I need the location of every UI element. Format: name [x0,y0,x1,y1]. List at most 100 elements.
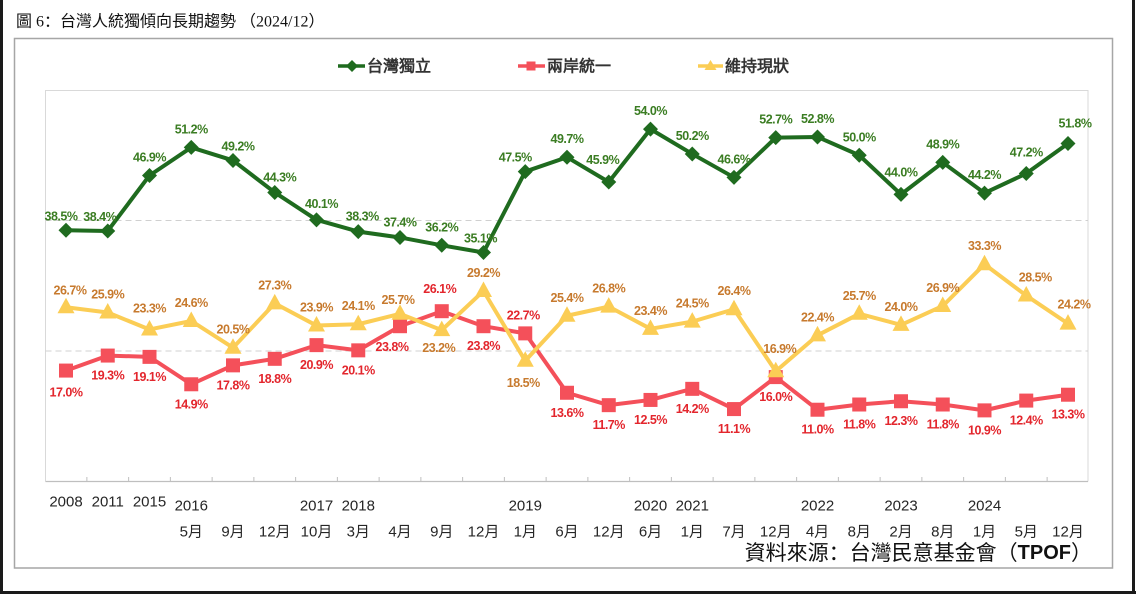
legend-label: 維持現狀 [725,57,790,76]
diamond-marker [1060,136,1076,152]
x-axis-labels: 2008 2011 2015 2016 5月 9月 12月 2017 10月 2018 3月 4月 9月… [49,494,1084,541]
triangle-marker [683,312,701,328]
x-tick-label-year: 2016 [175,498,208,515]
data-label: 16.0% [759,390,792,404]
data-label: 17.8% [217,378,250,392]
square-marker [560,385,574,400]
x-tick-label-year: 2017 [300,498,333,515]
diamond-marker [559,149,575,165]
data-label: 33.3% [968,239,1001,253]
data-label: 51.2% [175,122,208,136]
diamond-marker [893,186,909,202]
data-label: 52.8% [801,112,834,126]
triangle-marker [516,351,534,367]
data-label: 23.2% [422,341,455,355]
triangle-marker [642,319,659,335]
diamond-marker [392,229,408,245]
x-tick-label-year: 2008 [49,494,82,511]
series-2 [57,254,1077,378]
data-label: 23.4% [634,304,667,318]
square-marker [309,338,324,353]
data-label: 47.2% [1010,146,1043,160]
data-label: 19.1% [133,370,166,384]
x-tick-label-year: 2020 [634,498,667,515]
diamond-marker [142,167,157,183]
data-label: 37.4% [384,215,417,229]
data-label: 25.7% [843,289,876,303]
data-label: 38.4% [83,210,116,224]
square-marker [184,377,199,392]
diamond-marker [726,169,742,185]
data-label: 20.5% [217,323,250,337]
data-label: 49.2% [222,139,255,153]
plot-area-border [45,90,1089,482]
x-tick-label-month: 12月 [468,524,500,541]
data-label: 47.5% [499,151,532,165]
square-marker [977,403,992,418]
gridlines [45,220,1088,352]
data-label: 26.9% [926,281,959,295]
square-marker [434,304,449,319]
series-1 [59,304,1075,418]
x-tick-label-month: 12月 [259,524,291,541]
square-marker [142,349,157,364]
triangle-marker [266,293,284,310]
diamond-marker [517,164,533,180]
triangle-marker [57,297,75,314]
x-tick-label-month: 4月 [388,524,411,541]
square-marker [601,398,616,413]
diamond-marker [643,121,658,137]
data-label: 26.1% [423,282,456,296]
legend-item-taiwan-independence[interactable]: 台灣獨立 [338,57,431,76]
diamond-marker [977,185,992,201]
data-label: 20.9% [300,358,333,372]
data-label: 14.2% [676,402,709,416]
triangle-marker [224,338,242,354]
data-label: 25.7% [382,293,415,307]
data-label: 28.5% [1019,271,1052,285]
x-axis [45,477,1088,483]
data-label: 24.1% [342,299,375,313]
diamond-marker [225,152,241,168]
square-marker [393,319,407,334]
legend-item-status-quo[interactable]: 維持現狀 [698,57,790,76]
triangle-marker [141,319,158,336]
data-label: 17.0% [50,386,83,400]
data-label: 18.8% [258,372,291,386]
data-label: 11.8% [843,418,876,432]
data-label: 50.0% [843,130,876,144]
square-marker [727,402,741,417]
square-marker [267,351,282,366]
legend-item-unification[interactable]: 兩岸統一 [518,57,611,76]
source-prefix: 資料來源：台灣民意基金會（ [745,541,1018,565]
data-label: 26.7% [54,283,87,297]
x-tick-label-month: 9月 [430,524,453,541]
triangle-marker [391,304,409,320]
triangle-marker [349,314,367,331]
data-label: 16.9% [763,342,796,356]
x-tick-label-month: 1月 [514,524,537,541]
x-tick-label-month: 6月 [555,524,578,541]
data-label: 44.3% [263,170,296,184]
square-marker [100,348,115,363]
x-tick-label-year: 2024 [968,498,1001,515]
diamond-marker [601,174,617,190]
data-label: 11.8% [927,418,960,432]
x-tick-label-month: 7月 [722,524,745,541]
triangle-icon [704,60,717,70]
x-tick-label-month: 2月 [889,524,912,541]
square-marker [351,343,366,358]
square-marker [1061,387,1075,402]
data-label: 54.0% [634,104,667,118]
data-label: 49.7% [551,132,584,146]
triangle-marker [433,320,451,337]
x-tick-label-month: 10月 [301,524,333,541]
square-marker [1019,393,1034,408]
legend-label: 台灣獨立 [367,57,431,76]
data-label: 50.2% [676,129,709,143]
x-tick-label-month: 12月 [593,524,625,541]
data-label: 35.1% [464,231,497,245]
square-marker [685,381,700,396]
x-tick-label-month: 1月 [973,524,996,541]
chart-frame [13,37,1114,569]
